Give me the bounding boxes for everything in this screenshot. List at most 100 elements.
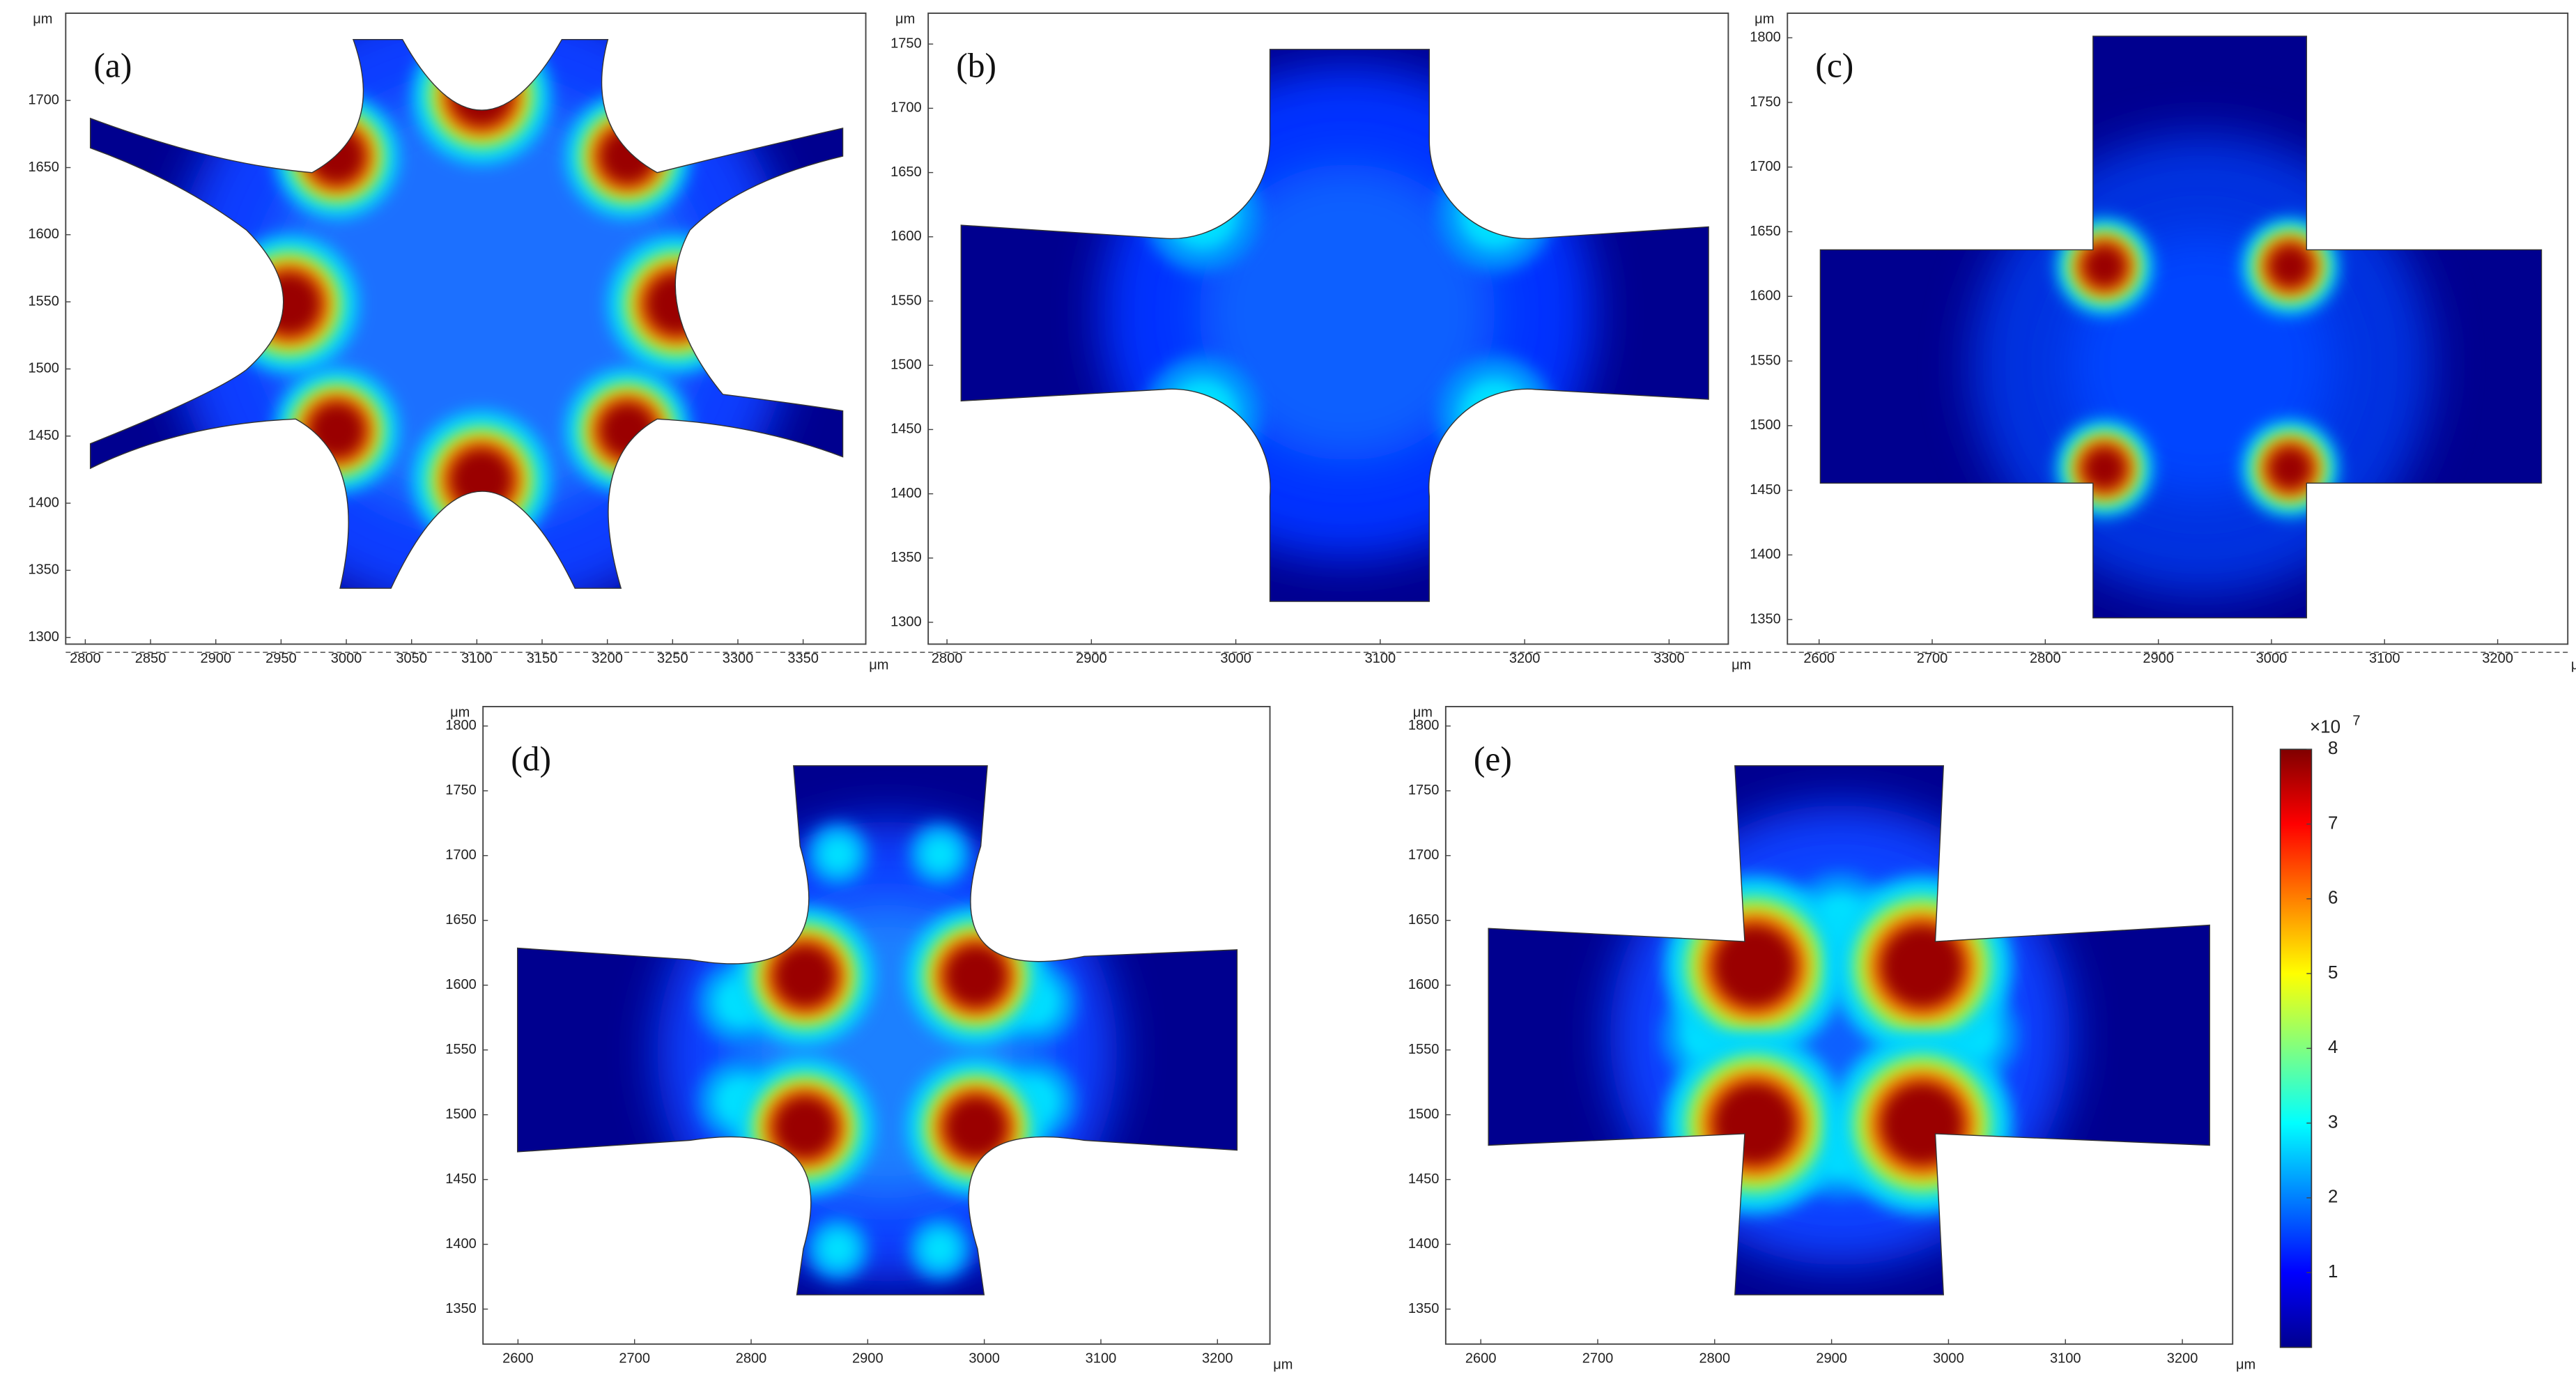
x-tick-label: 3100 <box>1365 651 1396 666</box>
x-tick-label: 2900 <box>1816 1351 1847 1366</box>
panel: 2600 2700 2800 2900 3000 3100 3200 1350 1400 1450… <box>1750 12 2576 673</box>
y-tick-label: 1350 <box>445 1301 477 1316</box>
field-glow <box>920 834 959 875</box>
stress-hotspot <box>2081 243 2128 290</box>
x-tick-label: 3300 <box>1653 651 1685 666</box>
colorbar-tick-label: 1 <box>2328 1262 2338 1282</box>
field-glow <box>1144 155 1260 272</box>
stress-hotspot <box>1711 1081 1798 1167</box>
y-axis-unit: μm <box>1754 12 1774 27</box>
x-tick-label: 2900 <box>1076 651 1107 666</box>
plot-frame <box>65 13 867 645</box>
field-glow <box>1144 356 1260 472</box>
y-tick-label: 1700 <box>445 847 477 863</box>
y-tick-label: 1650 <box>890 164 922 180</box>
y-tick-label: 1350 <box>890 550 922 565</box>
panel: 2600 2700 2800 2900 3000 3100 3200 1350 1400 1450… <box>445 705 1293 1373</box>
field-glow <box>1437 155 1553 272</box>
y-tick-label: 1450 <box>890 422 922 437</box>
y-tick-label: 1400 <box>890 486 922 501</box>
y-tick-label: 1350 <box>1750 611 1781 626</box>
y-tick-label: 1600 <box>1750 289 1781 304</box>
x-tick-label: 2800 <box>932 651 963 666</box>
y-tick-label: 1450 <box>1750 482 1781 498</box>
y-tick-label: 1450 <box>1408 1171 1440 1187</box>
plot-frame <box>482 705 1271 1345</box>
y-tick-label: 1700 <box>890 100 922 116</box>
y-tick-label: 1300 <box>890 614 922 629</box>
stress-hotspot <box>2081 445 2128 492</box>
x-tick-label: 3000 <box>1933 1351 1964 1366</box>
field-glow <box>1437 356 1553 472</box>
y-tick-label: 1650 <box>445 912 477 928</box>
colorbar-tick-label: 7 <box>2328 813 2338 833</box>
stress-field <box>1971 134 2432 595</box>
stress-hotspot <box>772 943 838 1009</box>
x-axis-unit: μm <box>2571 657 2576 672</box>
y-tick-label: 1500 <box>1750 417 1781 433</box>
colorbar-tick-label: 5 <box>2328 963 2338 983</box>
y-tick-label: 1700 <box>28 92 59 107</box>
x-tick-label: 3200 <box>1202 1351 1233 1366</box>
colorbar-tick-label: 3 <box>2328 1112 2338 1132</box>
x-tick-label: 2800 <box>70 651 101 666</box>
stress-field <box>657 821 1118 1282</box>
y-tick-label: 1550 <box>1408 1042 1440 1057</box>
stress-hotspot <box>943 1094 1009 1160</box>
stress-hotspot <box>448 62 514 128</box>
plot-frame <box>1787 13 2569 645</box>
y-tick-label: 1400 <box>1750 547 1781 562</box>
stress-field <box>1610 805 2070 1266</box>
panel-label: (a) <box>93 46 132 84</box>
x-tick-label: 2600 <box>1465 1351 1497 1366</box>
x-tick-label: 3100 <box>461 651 493 666</box>
y-tick-label: 1550 <box>445 1042 477 1057</box>
panel-label: (e) <box>1474 739 1512 778</box>
x-axis-unit: μm <box>2236 1357 2255 1373</box>
domain-outline <box>1819 36 2543 619</box>
y-tick-label: 1500 <box>28 361 59 376</box>
x-tick-label: 2600 <box>1803 651 1835 666</box>
stress-hotspot <box>2267 445 2313 492</box>
y-tick-label: 1750 <box>1408 783 1440 798</box>
y-axis-unit: μm <box>33 12 52 27</box>
domain-outline <box>516 765 1238 1295</box>
x-axis-unit: μm <box>1273 1357 1293 1373</box>
x-tick-label: 3000 <box>969 1351 1000 1366</box>
x-tick-label: 3250 <box>657 651 688 666</box>
y-axis-unit: μm <box>895 12 915 27</box>
field-glow <box>1199 164 1495 461</box>
x-tick-label: 3300 <box>723 651 754 666</box>
x-tick-label: 3350 <box>787 651 819 666</box>
domain-outline <box>960 49 1709 602</box>
x-tick-label: 3200 <box>2482 651 2513 666</box>
x-axis-unit: μm <box>1732 657 1751 672</box>
x-tick-label: 3200 <box>592 651 623 666</box>
y-tick-label: 1400 <box>28 495 59 510</box>
y-tick-label: 1600 <box>28 226 59 242</box>
stress-hotspot <box>448 447 514 513</box>
x-tick-label: 2900 <box>852 1351 884 1366</box>
y-tick-label: 1750 <box>1750 94 1781 109</box>
stress-hotspot <box>307 401 367 461</box>
stress-field <box>1100 66 1594 559</box>
y-tick-label: 1350 <box>28 562 59 578</box>
y-tick-label: 1750 <box>445 783 477 798</box>
x-tick-label: 2900 <box>2143 651 2174 666</box>
field-glow <box>1458 378 1532 451</box>
x-tick-label: 2900 <box>200 651 231 666</box>
x-tick-label: 2800 <box>2030 651 2061 666</box>
y-tick-label: 1700 <box>1750 159 1781 174</box>
y-tick-label: 1650 <box>28 160 59 175</box>
y-tick-label: 1450 <box>28 428 59 443</box>
stress-hotspot <box>1879 1081 1965 1167</box>
x-tick-label: 3100 <box>1086 1351 1117 1366</box>
x-tick-label: 2800 <box>1699 1351 1731 1366</box>
x-tick-label: 3150 <box>527 651 558 666</box>
y-tick-label: 1500 <box>1408 1107 1440 1122</box>
x-tick-label: 2700 <box>619 1351 650 1366</box>
y-tick-label: 1750 <box>890 36 922 52</box>
y-tick-label: 1550 <box>28 293 59 309</box>
y-tick-label: 1650 <box>1408 912 1440 928</box>
